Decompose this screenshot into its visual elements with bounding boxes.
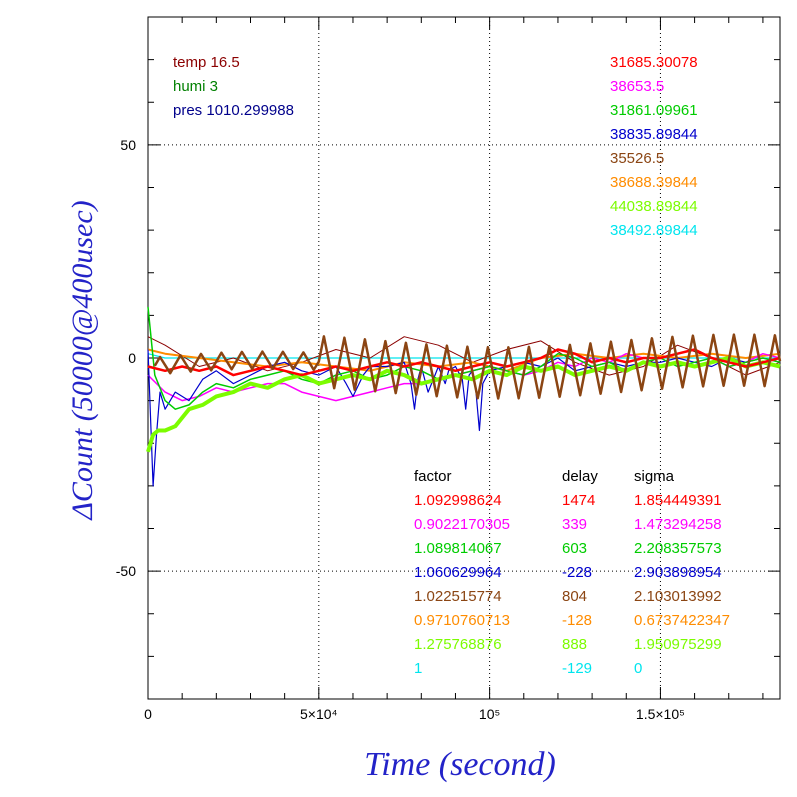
y-tick-label: -50: [116, 563, 136, 579]
table-cell: 339: [562, 516, 587, 533]
table-cell: -228: [562, 564, 592, 581]
series-line-3: [147, 348, 781, 372]
env-label: humi 3: [173, 78, 218, 95]
factor-table: factor delay sigma 1.092998624 1474 1.8544493…: [414, 468, 730, 677]
y-tick-label: 0: [128, 350, 136, 366]
table-cell: 0.6737422347: [634, 612, 730, 629]
count-label: 31861.09961: [610, 102, 698, 119]
table-cell: 1.089814067: [414, 540, 502, 557]
count-label: 31685.30078: [610, 54, 698, 71]
y-axis-title: ΔCount (50000@400usec): [66, 200, 99, 520]
table-cell: 0.9710760713: [414, 612, 510, 629]
count-label: 44038.89844: [610, 198, 698, 215]
table-header: sigma: [634, 468, 675, 485]
count-label: 38653.5: [610, 78, 664, 95]
table-cell: 1.275768876: [414, 636, 502, 653]
x-tick-label: 0: [144, 706, 152, 722]
environment-annotations: temp 16.5 humi 3 pres 1010.299988: [173, 54, 294, 119]
series-group: [146, 306, 782, 487]
table-cell: 603: [562, 540, 587, 557]
count-label: 38688.39844: [610, 174, 698, 191]
table-cell: 1474: [562, 492, 595, 509]
table-cell: 1.060629964: [414, 564, 502, 581]
table-cell: 1: [414, 660, 422, 677]
count-label: 38492.89844: [610, 222, 698, 239]
table-header: delay: [562, 468, 598, 485]
table-cell: 1.092998624: [414, 492, 502, 509]
count-label: 35526.5: [610, 150, 664, 167]
table-cell: 1.022515774: [414, 588, 502, 605]
env-label: temp 16.5: [173, 54, 240, 71]
table-cell: 1.950975299: [634, 636, 722, 653]
table-cell: 0.9022170305: [414, 516, 510, 533]
count-label: 38835.89844: [610, 126, 698, 143]
table-cell: 804: [562, 588, 587, 605]
tick-labels: 0 5×10⁴ 10⁵ 1.5×10⁵ 50 0 -50: [116, 137, 685, 722]
table-cell: -129: [562, 660, 592, 677]
x-tick-label: 5×10⁴: [300, 706, 338, 722]
count-annotations: 31685.30078 38653.5 31861.09961 38835.89844…: [610, 54, 698, 239]
table-cell: 0: [634, 660, 642, 677]
x-tick-label: 1.5×10⁵: [636, 706, 685, 722]
table-cell: 1.473294258: [634, 516, 722, 533]
y-tick-label: 50: [120, 137, 136, 153]
table-cell: 2.903898954: [634, 564, 722, 581]
x-tick-label: 10⁵: [479, 706, 500, 722]
table-cell: 1.854449391: [634, 492, 722, 509]
table-cell: 2.103013992: [634, 588, 722, 605]
series-line-brown: [153, 333, 782, 400]
table-header: factor: [414, 468, 452, 485]
x-axis-title: Time (second): [364, 746, 556, 783]
env-label: pres 1010.299988: [173, 102, 294, 119]
table-cell: 2.208357573: [634, 540, 722, 557]
series-line-2: [147, 336, 781, 376]
axis-ticks: [147, 16, 780, 700]
table-cell: 888: [562, 636, 587, 653]
table-cell: -128: [562, 612, 592, 629]
